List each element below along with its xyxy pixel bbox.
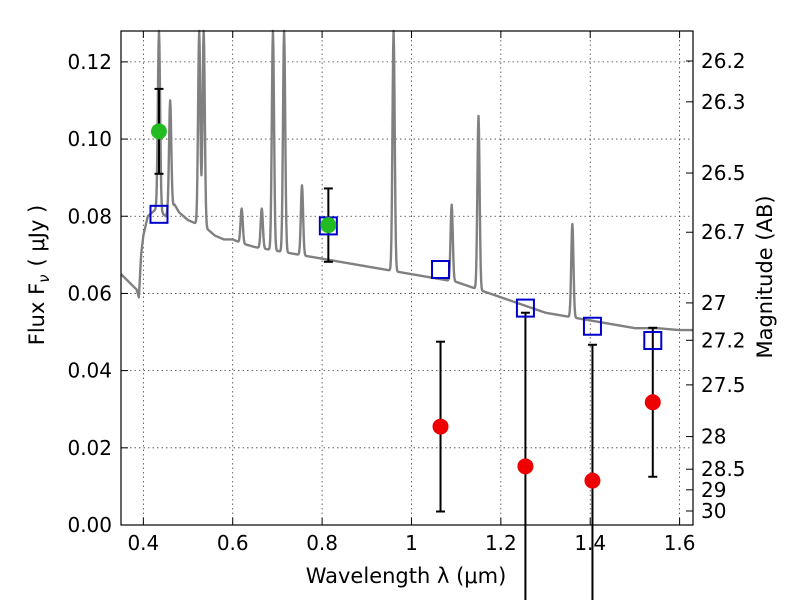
model-square-marker	[582, 316, 602, 336]
right-tick-label: 27.5	[701, 373, 746, 397]
right-tick-label: 30	[701, 499, 726, 523]
y-tick-label: 0.12	[67, 50, 112, 74]
y-tick-label: 0.06	[67, 281, 112, 305]
x-tick-label: 1.4	[574, 531, 606, 555]
model-square-marker	[643, 331, 663, 351]
y-tick-label: 0.02	[67, 436, 112, 460]
x-tick-label: 1	[405, 531, 418, 555]
right-tick-label: 26.2	[701, 49, 746, 73]
spectrum-layer	[120, 29, 694, 332]
model-square-marker	[515, 298, 535, 318]
model-square-marker	[149, 204, 169, 224]
non-detection-marker	[644, 394, 661, 411]
spectrum-line	[120, 29, 694, 332]
grid-lines	[121, 31, 693, 526]
detection-marker	[150, 123, 167, 140]
plot-frame	[120, 30, 694, 526]
right-tick-label: 29	[701, 478, 726, 502]
right-tick-label: 26.7	[701, 220, 746, 244]
data-markers	[149, 123, 663, 489]
svg-text:Flux Fν( μJy ): Flux Fν ( μJy )	[25, 205, 53, 346]
y-axis-label-subscript: ν	[35, 274, 53, 282]
x-tick-label: 0.6	[217, 531, 249, 555]
svg-text:Magnitude (AB): Magnitude (AB)	[753, 195, 777, 358]
x-axis-label: Wavelength λ (μm)	[306, 564, 507, 588]
right-tick-label: 28	[701, 425, 726, 449]
non-detection-marker	[432, 418, 449, 435]
y-axis-label-unit: ( μJy )	[25, 205, 49, 267]
y-axis-label-left: Flux Fν ( μJy )	[25, 205, 53, 346]
right-tick-label: 26.5	[701, 161, 746, 185]
error-bars	[154, 87, 658, 600]
y-tick-label: 0.10	[67, 127, 112, 151]
x-tick-label: 0.8	[306, 531, 338, 555]
y-axis-label-right: Magnitude (AB)	[753, 195, 777, 358]
y-tick-label: 0.08	[67, 204, 112, 228]
axis-ticks: 0.4 0.6 0.8 1 1.2 1.4 1.6 0.00 0.02 0.04 0.06 0.08 0…	[67, 31, 746, 555]
non-detection-marker	[517, 458, 534, 475]
detection-marker	[320, 217, 337, 234]
right-tick-label: 28.5	[701, 457, 746, 481]
y-tick-label: 0.04	[67, 359, 112, 383]
right-tick-label: 27.2	[701, 328, 746, 352]
x-tick-label: 1.2	[485, 531, 517, 555]
model-square-marker	[431, 260, 451, 280]
right-tick-label: 27	[701, 291, 726, 315]
y-axis-label-text: Flux F	[25, 283, 49, 345]
non-detection-marker	[584, 472, 601, 489]
right-tick-label: 26.3	[701, 90, 746, 114]
x-tick-label: 1.6	[664, 531, 696, 555]
x-tick-label: 0.4	[127, 531, 159, 555]
y-tick-label: 0.00	[67, 513, 112, 537]
